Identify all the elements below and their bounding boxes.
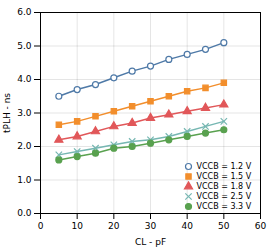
svg-text:60: 60 [255, 221, 267, 231]
svg-text:VCCB = 2.5 V: VCCB = 2.5 V [197, 192, 252, 201]
svg-text:VCCB = 1.8 V: VCCB = 1.8 V [197, 182, 252, 191]
svg-text:VCCB = 3.3 V: VCCB = 3.3 V [197, 202, 252, 211]
svg-text:50: 50 [218, 221, 230, 231]
svg-text:40: 40 [181, 221, 193, 231]
svg-text:20: 20 [108, 221, 120, 231]
svg-text:1.0: 1.0 [17, 175, 32, 185]
svg-text:4.0: 4.0 [17, 74, 32, 84]
svg-text:VCCB = 1.5 V: VCCB = 1.5 V [197, 172, 252, 181]
svg-text:10: 10 [71, 221, 83, 231]
svg-text:0: 0 [38, 221, 44, 231]
svg-text:0.0: 0.0 [17, 208, 32, 218]
svg-text:tPLH - ns: tPLH - ns [2, 93, 12, 133]
svg-text:2.0: 2.0 [17, 141, 32, 151]
svg-text:CL - pF: CL - pF [135, 237, 166, 247]
svg-text:VCCB = 1.2 V: VCCB = 1.2 V [197, 162, 252, 171]
svg-text:5.0: 5.0 [17, 41, 32, 51]
svg-text:30: 30 [145, 221, 157, 231]
svg-text:6.0: 6.0 [17, 7, 32, 17]
svg-text:3.0: 3.0 [17, 108, 32, 118]
